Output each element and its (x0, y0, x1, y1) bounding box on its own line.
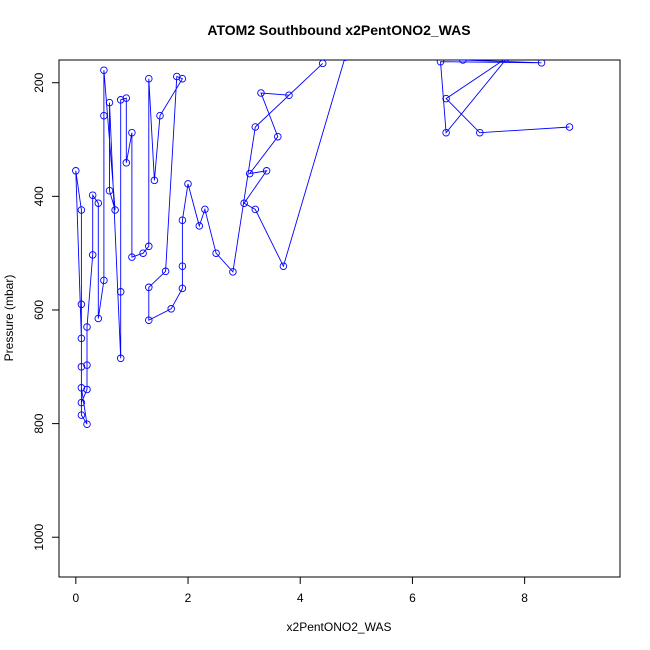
data-point (128, 128, 136, 137)
data-point (161, 267, 170, 276)
data-point (88, 251, 97, 259)
data-point (184, 180, 192, 188)
y-tick-label: 400 (32, 186, 46, 206)
y-tick-label: 200 (32, 72, 46, 92)
data-point (77, 300, 86, 309)
data-point (77, 363, 86, 371)
data-point (442, 94, 450, 103)
data-point (77, 411, 86, 419)
data-point (156, 111, 164, 120)
data-point (245, 169, 254, 178)
series-line (75, 60, 570, 425)
data-point (240, 199, 248, 207)
data-point (128, 253, 136, 261)
data-point (537, 60, 546, 67)
data-point (111, 206, 119, 214)
data-point (167, 305, 175, 313)
data-point (116, 354, 125, 363)
data-point (342, 60, 348, 61)
data-point (257, 89, 265, 97)
y-tick-label: 1000 (32, 524, 46, 551)
data-point (436, 60, 445, 66)
data-point (145, 74, 153, 83)
data-point (83, 385, 91, 394)
data-point (94, 314, 103, 323)
data-point (116, 288, 125, 296)
data-point (100, 276, 108, 285)
x-tick-label: 4 (297, 591, 304, 605)
data-point (105, 98, 114, 107)
x-tick-label: 2 (185, 591, 192, 605)
series-group (72, 60, 574, 428)
data-point (178, 284, 187, 293)
data-point (116, 96, 125, 104)
data-point (285, 91, 293, 99)
data-point (145, 316, 153, 324)
data-point (505, 60, 511, 61)
data-point (145, 242, 153, 251)
data-point (279, 262, 288, 270)
data-point (77, 384, 86, 392)
data-point (100, 66, 108, 74)
data-point (442, 128, 450, 137)
chart-title: ATOM2 Southbound x2PentONO2_WAS (207, 22, 470, 38)
x-axis-label: x2PentONO2_WAS (287, 620, 392, 634)
y-tick-label: 800 (32, 413, 46, 433)
data-point (83, 323, 91, 331)
data-point (77, 206, 86, 214)
x-tick-label: 6 (409, 591, 416, 605)
data-point (178, 216, 187, 224)
data-point (178, 262, 187, 270)
y-tick-label: 600 (32, 300, 46, 320)
data-point (178, 74, 187, 83)
data-point (105, 186, 114, 195)
data-point (201, 205, 209, 214)
data-point (139, 249, 147, 257)
data-point (251, 123, 260, 131)
data-point (476, 128, 484, 137)
data-point (212, 249, 220, 257)
x-axis: 0 2 4 6 8 (72, 576, 528, 605)
data-point (77, 398, 86, 407)
data-point (72, 167, 80, 175)
y-axis-label: Pressure (mbar) (2, 275, 16, 362)
data-point (88, 191, 97, 199)
data-point (459, 60, 467, 64)
data-point (77, 334, 86, 343)
data-point (262, 167, 271, 175)
data-point (94, 199, 103, 207)
y-axis: 200 400 600 800 1000 (32, 72, 60, 551)
data-point (83, 361, 91, 369)
data-point (100, 111, 108, 120)
data-point (145, 283, 153, 292)
x-tick-label: 8 (521, 591, 528, 605)
data-point (122, 94, 131, 102)
data-point (195, 222, 204, 230)
data-point (274, 132, 282, 141)
data-point (122, 159, 131, 167)
data-point (229, 268, 237, 276)
data-point (150, 176, 159, 185)
data-point (318, 60, 327, 68)
data-point (565, 123, 574, 131)
data-point (83, 420, 91, 428)
x-tick-label: 0 (72, 591, 79, 605)
data-point (251, 205, 260, 214)
